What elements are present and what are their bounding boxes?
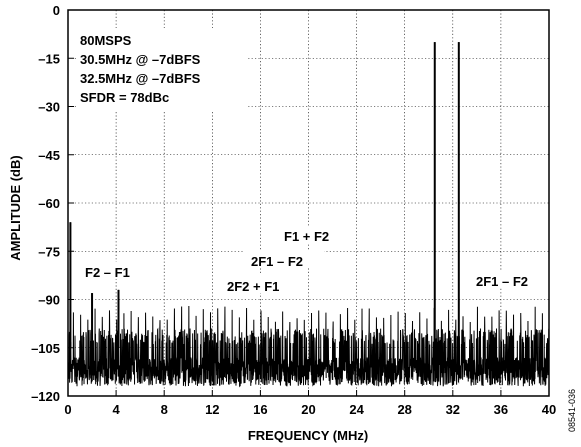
y-axis-title: AMPLITUDE (dB) <box>8 155 23 260</box>
x-tick-label: 16 <box>253 402 267 417</box>
x-tick-label: 12 <box>205 402 219 417</box>
x-axis-title: FREQUENCY (MHz) <box>248 428 368 443</box>
info-box-background <box>76 28 246 110</box>
info-line-4: SFDR = 78dBc <box>80 90 169 105</box>
x-tick-label: 36 <box>494 402 508 417</box>
spectrum-line <box>67 42 550 388</box>
annotation-2f1-minus-f2-low: 2F1 – F2 <box>251 254 303 269</box>
x-tick-label: 32 <box>446 402 460 417</box>
y-tick-label: –30 <box>38 100 60 115</box>
info-box: 80MSPS 30.5MHz @ –7dBFS 32.5MHz @ –7dBFS… <box>76 28 246 110</box>
info-line-1: 80MSPS <box>80 33 132 48</box>
annotation-2f1-minus-f2-high: 2F1 – F2 <box>476 274 528 289</box>
x-tick-label: 24 <box>349 402 364 417</box>
y-tick-label: –90 <box>38 293 60 308</box>
spectrum-trace <box>67 42 550 388</box>
x-tick-label: 28 <box>397 402 411 417</box>
x-tick-label: 4 <box>112 402 120 417</box>
y-tick-label: –105 <box>31 341 60 356</box>
x-tick-label: 40 <box>542 402 556 417</box>
annotation-2f2-plus-f1: 2F2 + F1 <box>227 279 279 294</box>
y-tick-label: –45 <box>38 148 60 163</box>
y-tick-label: –75 <box>38 244 60 259</box>
annotation-f2-minus-f1: F2 – F1 <box>85 265 130 280</box>
y-tick-label: –60 <box>38 196 60 211</box>
annotation-f1-plus-f2: F1 + F2 <box>284 229 329 244</box>
info-line-2: 30.5MHz @ –7dBFS <box>80 52 201 67</box>
annotations: F2 – F1 F1 + F2 2F1 – F2 2F2 + F1 2F1 – … <box>80 226 546 294</box>
x-tick-label: 0 <box>64 402 71 417</box>
y-tick-label: 0 <box>53 3 60 18</box>
y-tick-labels: 0 –15 –30 –45 –60 –75 –90 –105 –120 <box>31 3 74 404</box>
y-tick-label: –15 <box>38 51 60 66</box>
x-tick-label: 20 <box>301 402 315 417</box>
info-line-3: 32.5MHz @ –7dBFS <box>80 71 201 86</box>
figure-id: 08541-036 <box>567 389 577 432</box>
y-tick-label: –120 <box>31 389 60 404</box>
x-tick-label: 8 <box>161 402 168 417</box>
x-tick-labels: 0 4 8 12 16 20 24 28 32 36 40 <box>64 390 556 417</box>
